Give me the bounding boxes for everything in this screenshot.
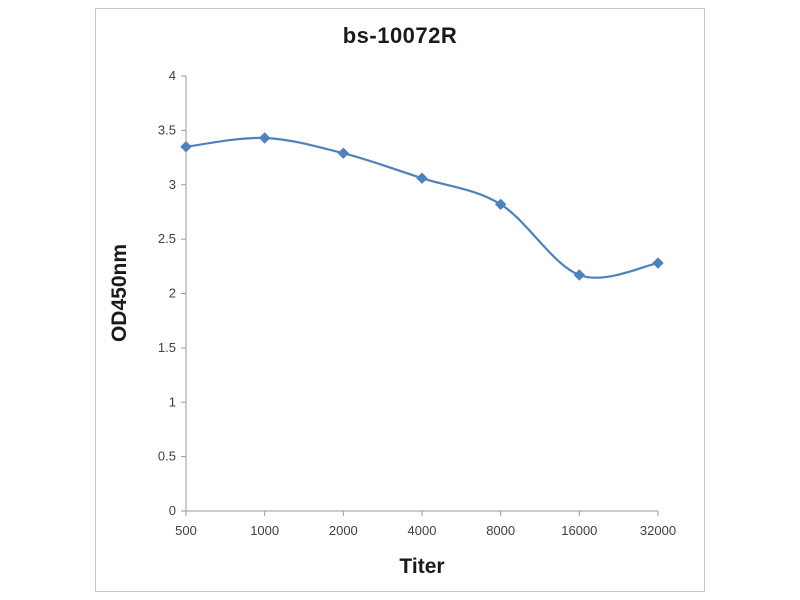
x-tick-label: 1000 (250, 523, 279, 538)
data-point-marker (337, 147, 350, 159)
x-tick-label: 32000 (640, 523, 676, 538)
x-tick-label: 500 (175, 523, 197, 538)
line-chart: 0 0.5 1 1.5 2 2.5 3 3.5 4 500 1000 2000 4000 8000 1600… (158, 68, 676, 538)
x-tick-label: 8000 (486, 523, 515, 538)
y-tick-label: 0 (169, 503, 176, 518)
data-point-marker (180, 140, 192, 153)
y-tick-label: 2.5 (158, 231, 176, 246)
y-tick-label: 2 (169, 286, 176, 301)
x-tick-label: 2000 (329, 523, 358, 538)
data-point-marker (258, 132, 271, 144)
data-point-marker (573, 269, 586, 281)
series-line (185, 136, 659, 279)
data-point-marker (652, 257, 664, 269)
y-tick-label: 4 (169, 68, 176, 83)
y-tick-label: 3.5 (158, 122, 176, 137)
data-point-marker (494, 198, 507, 211)
chart-frame: bs-10072R OD450nm 0 0.5 1 1.5 2 2.5 3 3.5 4 500 10… (95, 8, 705, 592)
data-point-marker (416, 172, 428, 184)
y-tick-label: 1 (169, 394, 176, 409)
x-tick-label: 16000 (561, 523, 597, 538)
x-tick-label: 4000 (408, 523, 437, 538)
y-tick-label: 0.5 (158, 449, 176, 464)
x-axis-label: Titer (399, 555, 445, 578)
y-tick-label: 3 (169, 177, 176, 192)
y-tick-label: 1.5 (158, 340, 176, 355)
chart-title: bs-10072R (342, 23, 458, 48)
